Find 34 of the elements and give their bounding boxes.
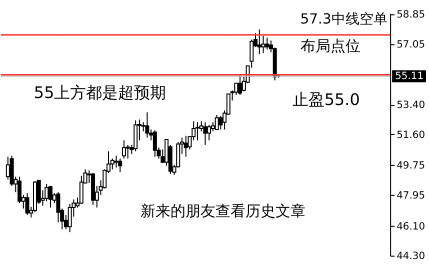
candlestick — [203, 122, 208, 146]
annotation: 新来的朋友查看历史文章 — [140, 202, 306, 220]
candlestick — [114, 155, 118, 168]
annotation: 布局点位 — [300, 37, 360, 56]
candlestick — [79, 175, 84, 204]
y-tick-label: 46.10 — [396, 221, 426, 232]
candlestick — [134, 120, 138, 152]
candlestick — [25, 192, 30, 216]
annotation: 55上方都是超预期 — [34, 83, 166, 102]
candlestick — [265, 37, 270, 50]
y-tick-label: 53.40 — [396, 100, 426, 112]
y-tick-label: 49.75 — [396, 160, 426, 172]
candlestick — [257, 29, 262, 55]
candlestick — [44, 183, 49, 202]
candlestick — [126, 144, 130, 160]
y-tick-label: 58.85 — [396, 10, 426, 21]
y-tick-label: 57.05 — [396, 39, 426, 50]
candlestick — [195, 122, 200, 141]
annotation: 57.3中线空单 — [300, 11, 388, 28]
y-tick-label: 44.30 — [396, 251, 426, 262]
candlestick — [238, 74, 242, 96]
candlestick — [214, 114, 219, 130]
y-tick-label: 47.95 — [396, 190, 426, 202]
candlestick — [68, 203, 72, 233]
candlestick — [184, 135, 188, 158]
candlestick — [145, 112, 150, 138]
y-tick-label: 51.60 — [396, 130, 426, 141]
candlestick — [48, 185, 52, 208]
candlestick — [122, 140, 126, 160]
candlestick — [207, 124, 212, 141]
candlestick — [152, 130, 157, 158]
annotation: 止盈55.0 — [292, 90, 360, 110]
candlestick — [118, 158, 122, 173]
ref-line-label: 55.11 — [395, 71, 424, 82]
